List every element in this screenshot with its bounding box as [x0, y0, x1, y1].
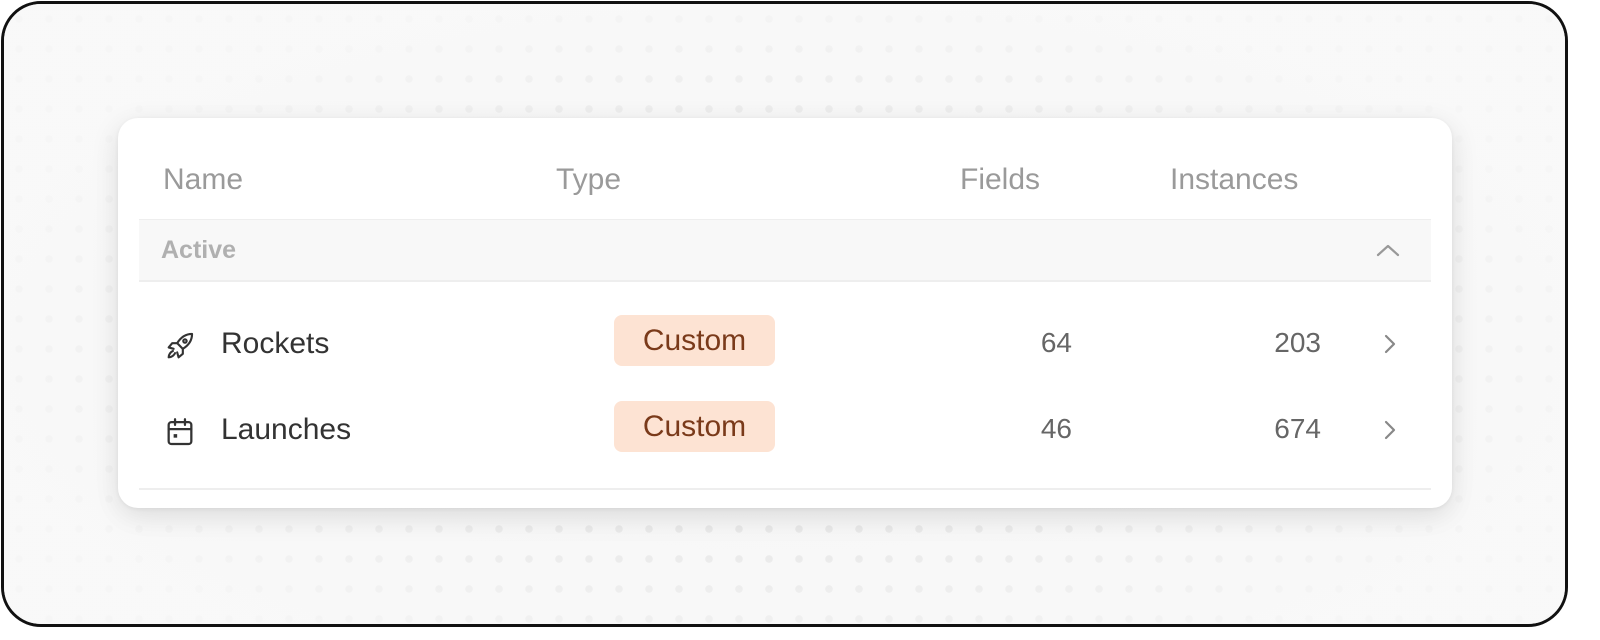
type-badge: Custom [614, 315, 775, 366]
row-name: Rockets [221, 327, 330, 360]
frame: Name Type Fields Instances Active Rocket… [1, 1, 1568, 627]
instances-count: 203 [1274, 327, 1321, 358]
group-active[interactable]: Active [139, 220, 1431, 282]
rocket-icon [167, 332, 194, 359]
chevron-right-icon[interactable] [1375, 415, 1405, 445]
group-label: Active [161, 236, 237, 264]
table-card: Name Type Fields Instances Active Rocket… [118, 118, 1452, 508]
fields-count: 46 [1040, 413, 1072, 444]
instances-count: 674 [1274, 413, 1321, 444]
column-header-type[interactable]: Type [556, 163, 622, 196]
row-name: Launches [221, 413, 352, 446]
column-header-fields[interactable]: Fields [960, 163, 1041, 196]
fields-count: 64 [1040, 327, 1072, 358]
footer-divider [139, 488, 1431, 490]
calendar-icon [167, 418, 193, 446]
chevron-right-icon[interactable] [1375, 329, 1405, 359]
table-row[interactable]: Rockets Custom 64 203 [139, 303, 1431, 389]
type-badge: Custom [614, 401, 775, 452]
chevron-up-icon[interactable] [1371, 238, 1405, 262]
column-header-instances[interactable]: Instances [1170, 163, 1299, 196]
column-header-name[interactable]: Name [163, 163, 244, 196]
table-row[interactable]: Launches Custom 46 674 [139, 389, 1431, 475]
